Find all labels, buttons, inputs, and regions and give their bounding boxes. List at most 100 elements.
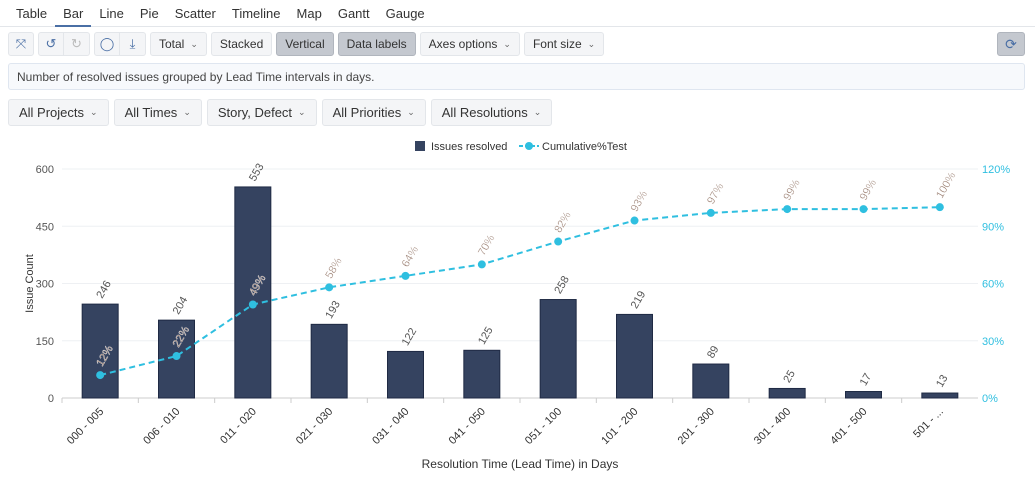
chart-type-tabs: Table Bar Line Pie Scatter Timeline Map Gantt Ga… (0, 0, 1035, 27)
tab-gauge[interactable]: Gauge (385, 6, 425, 21)
line-data-label: 99% (781, 177, 803, 202)
redo-icon: ↻ (71, 36, 82, 51)
bar-data-label: 125 (476, 325, 496, 347)
line-point (248, 300, 257, 309)
line-data-label: 97% (705, 181, 727, 206)
chevron-down-icon: ⌄ (407, 107, 415, 117)
y-tick-label: 150 (36, 336, 54, 348)
tab-line[interactable]: Line (99, 6, 124, 21)
bar-data-label: 193 (323, 299, 343, 321)
bar-data-label: 89 (705, 344, 722, 361)
bar-data-label: 122 (400, 326, 420, 348)
line-data-label: 64% (400, 244, 422, 269)
tab-timeline[interactable]: Timeline (231, 6, 281, 21)
comment-icon: ◯ (99, 36, 115, 51)
tab-gantt[interactable]: Gantt (337, 6, 370, 21)
filter-label: All Times (124, 105, 178, 120)
filter-dropdown[interactable]: All Times ⌄ (113, 99, 202, 126)
download-icon: ⤓ (129, 36, 136, 51)
x-tick-label: 101 - 200 (599, 406, 640, 447)
comment-button[interactable]: ◯ (94, 32, 120, 56)
bar (463, 349, 501, 399)
line-point (935, 203, 944, 212)
filter-label: All Resolutions (441, 105, 528, 120)
total-label: Total (159, 37, 185, 51)
legend-label: Issues resolved (431, 141, 507, 153)
line-point (477, 260, 486, 269)
line-point (706, 208, 715, 217)
expand-icon: ⤧ (15, 36, 27, 51)
filter-dropdown[interactable]: All Resolutions ⌄ (430, 99, 553, 126)
chevron-down-icon: ⌄ (587, 38, 596, 49)
axes-options-dropdown[interactable]: Axes options ⌄ (419, 32, 520, 56)
filter-label: All Priorities (332, 105, 402, 120)
x-tick-label: 301 - 400 (752, 406, 793, 447)
line-point (172, 352, 181, 361)
fullscreen-button[interactable]: ⤧ (8, 32, 34, 56)
filter-label: Story, Defect (217, 105, 293, 120)
y2-tick-label: 90% (982, 221, 1004, 233)
y-tick-label: 0 (48, 393, 54, 405)
refresh-icon: ⟳ (1005, 35, 1017, 52)
bar (768, 387, 806, 399)
legend-bar-swatch (415, 141, 425, 151)
vertical-button[interactable]: Vertical (276, 32, 334, 56)
chevron-down-icon: ⌄ (503, 38, 511, 49)
download-button[interactable]: ⤓ (120, 32, 146, 56)
chevron-down-icon: ⌄ (533, 107, 542, 117)
y-tick-label: 300 (36, 279, 54, 291)
redo-button[interactable]: ↻ (64, 32, 90, 56)
font-size-dropdown[interactable]: Font size ⌄ (523, 32, 605, 56)
tab-scatter[interactable]: Scatter (174, 6, 216, 21)
line-data-label: 82% (552, 210, 574, 235)
data-labels-button[interactable]: Data labels (337, 32, 416, 56)
line-point (325, 283, 334, 292)
bar-data-label: 258 (552, 274, 572, 296)
bar (692, 363, 730, 399)
bar-data-label: 246 (94, 279, 114, 301)
bar (234, 186, 272, 399)
x-tick-label: 021 - 030 (294, 406, 335, 447)
undo-button[interactable]: ↺ (38, 32, 64, 56)
line-data-label: 99% (858, 177, 880, 202)
legend-line-marker (525, 142, 533, 150)
chevron-down-icon: ⌄ (298, 107, 306, 117)
refresh-button[interactable]: ⟳ (997, 32, 1025, 56)
bar-data-label: 13 (934, 373, 951, 390)
x-tick-label: 031 - 040 (370, 406, 411, 447)
bar (310, 323, 348, 399)
bar (539, 299, 577, 399)
tab-map[interactable]: Map (296, 6, 322, 21)
bar (387, 350, 424, 399)
bar-data-label: 219 (629, 289, 649, 311)
tab-pie[interactable]: Pie (139, 6, 159, 21)
filter-dropdown[interactable]: All Projects ⌄ (8, 99, 109, 126)
tab-table[interactable]: Table (16, 6, 48, 21)
y2-tick-label: 60% (982, 279, 1004, 291)
filter-dropdown[interactable]: All Priorities ⌄ (321, 99, 426, 126)
line-data-label: 58% (323, 256, 345, 281)
x-tick-label: 011 - 020 (218, 406, 259, 447)
legend-label: Cumulative%Test (542, 141, 627, 153)
x-tick-label: 006 - 010 (141, 406, 182, 447)
stacked-button[interactable]: Stacked (210, 32, 273, 56)
filter-dropdown[interactable]: Story, Defect ⌄ (206, 99, 317, 126)
bar (616, 313, 653, 399)
y2-tick-label: 120% (982, 164, 1010, 176)
undo-icon: ↺ (45, 36, 57, 51)
cumulative-line (99, 206, 940, 377)
total-dropdown[interactable]: Total ⌄ (150, 32, 207, 56)
chevron-down-icon: ⌄ (190, 38, 198, 49)
y-axis-title: Issue Count (24, 254, 36, 313)
line-point (783, 205, 792, 214)
chart: 0 0% 150 30% 300 60% 450 90% 600 120% 000 - 005 246… (24, 141, 1010, 471)
line-point (859, 205, 868, 214)
x-axis-title: Resolution Time (Lead Time) in Days (422, 457, 619, 471)
x-tick-label: 201 - 300 (676, 406, 717, 447)
x-tick-label: 501 - ... (911, 406, 946, 441)
tab-bar[interactable]: Bar (55, 0, 92, 27)
line-data-label: 70% (476, 233, 498, 258)
line-point (401, 271, 410, 280)
bar-data-label: 553 (247, 162, 267, 184)
y-tick-label: 450 (36, 221, 54, 233)
